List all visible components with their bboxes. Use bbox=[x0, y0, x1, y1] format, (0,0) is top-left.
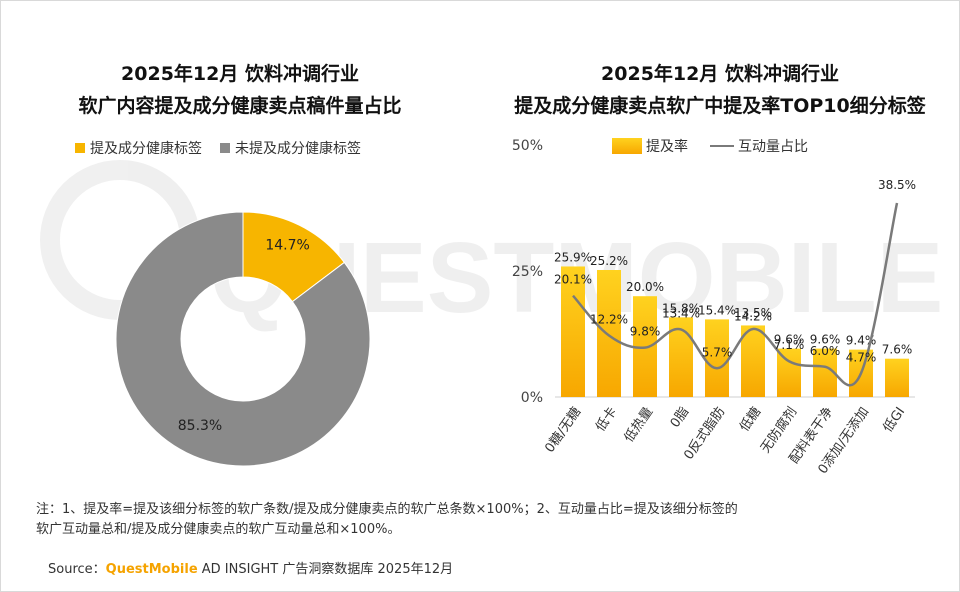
line-label-2: 9.8% bbox=[630, 325, 661, 339]
source-rest: AD INSIGHT 广告洞察数据库 2025年12月 bbox=[197, 562, 454, 577]
line-label-0: 20.1% bbox=[554, 273, 592, 287]
legend-label-rate: 提及率 bbox=[646, 139, 688, 155]
line-label-4: 5.7% bbox=[702, 345, 733, 359]
bar-label-4: 15.4% bbox=[698, 303, 736, 317]
legend-label-not-mentioned: 未提及成分健康标签 bbox=[235, 141, 361, 157]
donut-slice-1 bbox=[115, 211, 371, 467]
bar-6 bbox=[777, 348, 801, 397]
source-line: Source：QuestMobile AD INSIGHT 广告洞察数据库 20… bbox=[48, 558, 453, 577]
footnote: 注：1、提及率=提及该细分标签的软广条数/提及成分健康卖点的软广总条数×100%… bbox=[36, 500, 916, 540]
x-tick-label-2: 低热量 bbox=[622, 405, 657, 446]
legend-swatch-bar bbox=[612, 138, 642, 154]
bar-9 bbox=[885, 358, 909, 397]
donut-label-0: 14.7% bbox=[265, 237, 309, 253]
bar-label-0: 25.9% bbox=[554, 250, 592, 264]
bar-label-5: 14.2% bbox=[734, 309, 772, 323]
x-tick-label-1: 低卡 bbox=[593, 405, 620, 435]
footnote-line2: 软广互动量总和/提及成分健康卖点的软广互动量总和×100%。 bbox=[36, 522, 401, 537]
bar-label-2: 20.0% bbox=[626, 280, 664, 294]
line-label-6: 7.1% bbox=[774, 338, 805, 352]
donut-chart: 14.7% 85.3% bbox=[115, 211, 371, 467]
donut-label-1: 85.3% bbox=[178, 418, 222, 434]
y-tick-label: 50% bbox=[512, 138, 543, 154]
footnote-line1: 注：1、提及率=提及该细分标签的软广条数/提及成分健康卖点的软广总条数×100%… bbox=[36, 502, 738, 517]
bar-0 bbox=[561, 266, 585, 397]
legend-item-not-mentioned: 未提及成分健康标签 bbox=[220, 138, 361, 158]
bar-5 bbox=[741, 325, 765, 397]
bar-label-1: 25.2% bbox=[590, 254, 628, 268]
bar-label-9: 7.6% bbox=[882, 343, 913, 357]
bar-label-6: 9.6% bbox=[774, 333, 805, 347]
y-tick-label: 25% bbox=[512, 264, 543, 280]
source-brand: QuestMobile bbox=[105, 562, 198, 577]
legend-swatch-gray bbox=[220, 143, 230, 153]
bar-label-3: 15.8% bbox=[662, 301, 700, 315]
legend-item-mentioned: 提及成分健康标签 bbox=[75, 138, 202, 158]
legend-label-interaction: 互动量占比 bbox=[738, 139, 808, 155]
x-tick-label-9: 低GI bbox=[881, 405, 909, 436]
line-label-5: 13.5% bbox=[734, 306, 772, 320]
line-label-1: 12.2% bbox=[590, 313, 628, 327]
right-title-line2: 提及成分健康卖点软广中提及率TOP10细分标签 bbox=[514, 95, 926, 117]
y-tick-label: 0% bbox=[521, 390, 543, 406]
combo-legend: 提及率 互动量占比 bbox=[612, 136, 808, 156]
legend-swatch-yellow bbox=[75, 143, 85, 153]
x-tick-label-0: 0糖/无糖 bbox=[542, 404, 585, 455]
bar-4 bbox=[705, 319, 729, 397]
legend-label-mentioned: 提及成分健康标签 bbox=[90, 141, 202, 157]
left-title-line1: 2025年12月 饮料冲调行业 bbox=[121, 63, 359, 85]
legend-swatch-line bbox=[710, 145, 734, 147]
donut-legend: 提及成分健康标签 未提及成分健康标签 bbox=[75, 138, 361, 158]
bar-label-7: 9.6% bbox=[810, 333, 841, 347]
bar-1 bbox=[597, 269, 621, 397]
source-prefix: Source： bbox=[48, 562, 106, 577]
line-label-9: 38.5% bbox=[878, 178, 916, 192]
x-tick-label-3: 0脂 bbox=[668, 405, 692, 431]
legend-item-interaction: 互动量占比 bbox=[710, 136, 808, 156]
left-title-line2: 软广内容提及成分健康卖点稿件量占比 bbox=[78, 95, 402, 117]
right-title-line1: 2025年12月 饮料冲调行业 bbox=[601, 63, 839, 85]
left-chart-title: 2025年12月 饮料冲调行业 软广内容提及成分健康卖点稿件量占比 bbox=[40, 58, 440, 122]
legend-item-rate: 提及率 bbox=[612, 136, 688, 156]
line-label-8: 4.7% bbox=[846, 350, 877, 364]
line-label-3: 13.4% bbox=[662, 306, 700, 320]
line-label-7: 6.0% bbox=[810, 344, 841, 358]
x-tick-label-5: 低糖 bbox=[736, 404, 764, 434]
right-chart-title: 2025年12月 饮料冲调行业 提及成分健康卖点软广中提及率TOP10细分标签 bbox=[480, 58, 960, 122]
